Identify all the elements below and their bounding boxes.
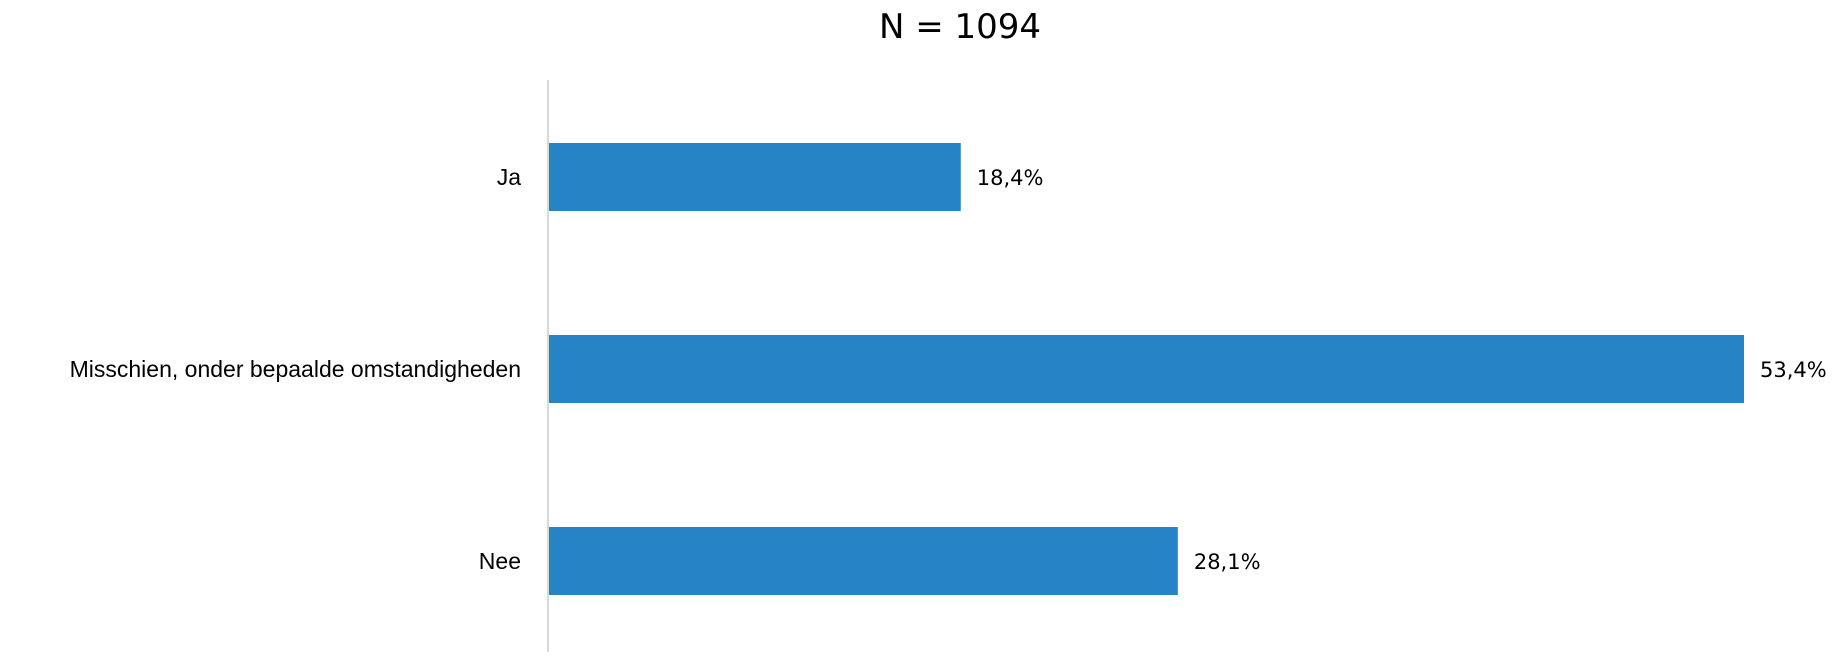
- category-label-ja: Ja: [497, 164, 522, 190]
- data-label-ja: 18,4%: [977, 166, 1044, 190]
- category-label-nee: Nee: [479, 548, 521, 574]
- value-labels-group: 18,4% 53,4% 28,1%: [977, 166, 1827, 574]
- category-label-misschien-onder-bepaalde-omstandigheden: Misschien, onder bepaalde omstandigheden: [70, 356, 521, 382]
- category-labels-group: Ja Misschien, onder bepaalde omstandighed…: [70, 164, 522, 574]
- data-label-nee: 28,1%: [1194, 550, 1261, 574]
- bar-ja: [549, 143, 961, 211]
- bar-misschien-onder-bepaalde-omstandigheden: [549, 335, 1744, 403]
- bar-nee: [549, 527, 1178, 595]
- data-label-misschien-onder-bepaalde-omstandigheden: 53,4%: [1760, 358, 1827, 382]
- chart-title: N = 1094: [879, 7, 1041, 47]
- bars-group: [549, 143, 1744, 595]
